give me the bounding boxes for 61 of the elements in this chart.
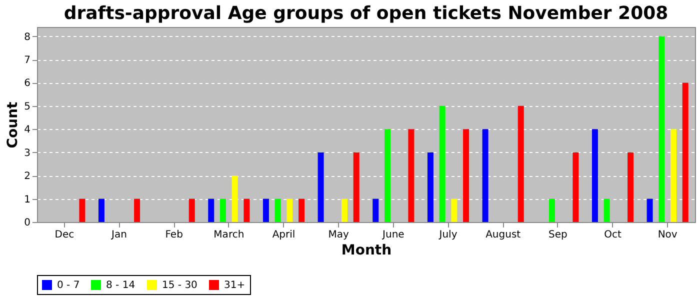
bar <box>384 129 390 222</box>
x-tick-label: March <box>214 230 244 240</box>
y-tick-label: 8 <box>24 32 30 43</box>
x-tick-label: June <box>382 230 404 240</box>
legend-label: 8 - 14 <box>106 280 136 291</box>
bar <box>342 198 348 222</box>
bar <box>298 198 305 222</box>
bar <box>548 198 555 222</box>
x-tick-label: July <box>438 230 458 240</box>
bar <box>518 106 524 222</box>
y-tick-label: 6 <box>24 78 30 90</box>
bar <box>463 129 470 222</box>
y-axis-title: Count <box>5 101 22 148</box>
y-tick-label: 7 <box>24 55 30 66</box>
bar <box>572 152 579 222</box>
y-tick-label: 0 <box>24 218 30 228</box>
bar <box>592 129 598 222</box>
y-tick-label: 5 <box>24 101 30 112</box>
bar <box>372 198 379 222</box>
bar <box>682 82 688 222</box>
bar <box>604 198 610 222</box>
x-tick-label: August <box>486 230 521 240</box>
bar <box>286 198 293 222</box>
y-tick-label: 2 <box>24 171 30 182</box>
bar <box>318 152 324 222</box>
bar <box>482 129 488 222</box>
bar <box>408 129 414 222</box>
y-tick-label: 1 <box>24 194 30 206</box>
x-tick-label: Nov <box>658 230 678 240</box>
bar <box>658 36 665 222</box>
x-tick-label: Oct <box>604 230 622 240</box>
bar <box>232 176 238 222</box>
bar <box>670 129 677 222</box>
x-tick-label: May <box>328 230 349 240</box>
x-tick-label: Feb <box>165 230 183 240</box>
x-tick-label: April <box>272 230 296 240</box>
bar <box>220 198 226 222</box>
bar <box>188 198 195 222</box>
bar <box>353 152 360 222</box>
bar <box>274 198 281 222</box>
bar <box>646 198 653 222</box>
x-tick-label: Sep <box>548 230 568 240</box>
bar <box>244 198 250 222</box>
legend-label: 0 - 7 <box>57 280 80 291</box>
bar <box>208 198 214 222</box>
y-tick-label: 4 <box>24 124 30 136</box>
bar <box>628 152 634 222</box>
y-tick-label: 3 <box>24 148 30 159</box>
bar <box>439 106 446 222</box>
x-axis-title: Month <box>341 242 392 258</box>
chart-title: drafts-approval Age groups of open tickets November 2008 <box>64 3 668 24</box>
bar <box>98 198 104 222</box>
bar <box>451 198 458 222</box>
x-tick-label: Dec <box>54 230 74 240</box>
bar <box>262 198 269 222</box>
legend-label: 31+ <box>224 280 246 291</box>
x-tick-label: Jan <box>110 230 127 240</box>
legend-label: 15 - 30 <box>162 280 198 291</box>
bar <box>79 198 86 222</box>
bar <box>427 152 434 222</box>
bar <box>134 198 140 222</box>
